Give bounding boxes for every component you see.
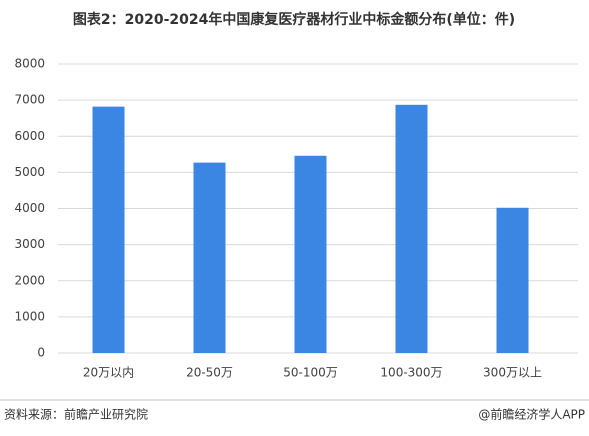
bar: [193, 162, 226, 353]
y-tick-label: 4000: [14, 201, 45, 215]
y-tick-label: 3000: [14, 237, 45, 251]
chart-title: 图表2：2020-2024年中国康复医疗器材行业中标金额分布(单位：件): [73, 11, 515, 28]
x-tick-label: 300万以上: [483, 366, 542, 380]
y-tick-label: 1000: [14, 309, 45, 323]
bar: [395, 104, 428, 353]
x-tick-label: 20万以内: [83, 366, 134, 380]
y-tick-label: 2000: [14, 273, 45, 287]
credit: @前瞻经济学人APP: [478, 407, 585, 422]
bar: [92, 106, 125, 353]
y-tick-label: 6000: [14, 129, 45, 143]
y-tick-label: 0: [37, 346, 45, 360]
y-tick-label: 8000: [14, 57, 45, 71]
bar: [496, 207, 529, 353]
source: 资料来源：前瞻产业研究院: [4, 407, 148, 422]
x-tick-label: 20-50万: [186, 366, 233, 380]
bar: [294, 155, 327, 353]
x-tick-label: 50-100万: [283, 366, 338, 380]
x-tick-label: 100-300万: [380, 366, 442, 380]
y-tick-label: 5000: [14, 165, 45, 179]
y-tick-label: 7000: [14, 93, 45, 107]
